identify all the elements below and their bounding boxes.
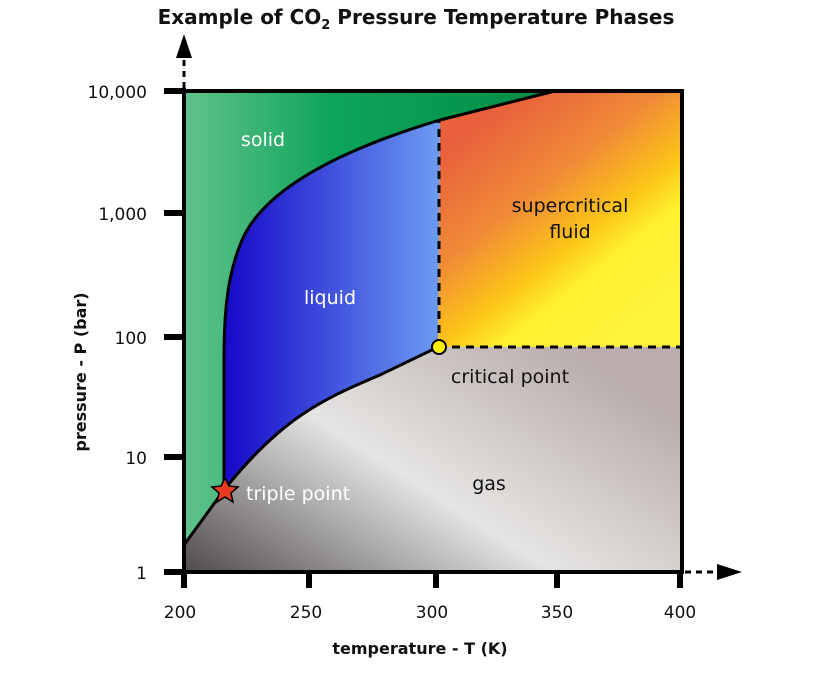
y-tick-marks bbox=[164, 88, 186, 575]
x-tick-label: 200 bbox=[164, 603, 196, 623]
fluid-label: fluid bbox=[549, 221, 590, 243]
region-gas bbox=[184, 347, 682, 572]
x-tick-label: 250 bbox=[290, 603, 322, 623]
x-axis-label: temperature - T (K) bbox=[332, 639, 507, 658]
supercritical-label: supercritical bbox=[512, 195, 629, 217]
x-tick-label: 350 bbox=[541, 603, 573, 623]
boiling-curve bbox=[222, 345, 439, 491]
y-tick-label: 1,000 bbox=[98, 205, 147, 225]
chart-title: Example of CO2 Pressure Temperature Phas… bbox=[158, 5, 675, 33]
y-arrow-head-icon bbox=[176, 34, 192, 58]
region-liquid bbox=[224, 120, 440, 490]
solid-label: solid bbox=[241, 129, 285, 151]
y-tick-label: 100 bbox=[115, 329, 147, 349]
x-tick-label: 400 bbox=[664, 603, 696, 623]
region-solid bbox=[184, 91, 555, 545]
liquid-label: liquid bbox=[304, 287, 356, 309]
triple-point-star-icon bbox=[210, 476, 240, 504]
region-supercritical bbox=[438, 91, 682, 347]
x-tick-marks bbox=[181, 570, 683, 588]
melting-curve bbox=[222, 89, 556, 490]
y-tick-label: 10 bbox=[125, 449, 147, 469]
y-tick-label: 10,000 bbox=[88, 83, 147, 103]
y-tick-label: 1 bbox=[136, 564, 147, 584]
critical-point-marker bbox=[431, 339, 447, 355]
triple-point-label: triple point bbox=[246, 483, 350, 505]
y-axis-label: pressure - P (bar) bbox=[71, 292, 90, 451]
critical-point-label: critical point bbox=[451, 366, 569, 388]
gas-label: gas bbox=[472, 473, 506, 495]
x-tick-label: 300 bbox=[416, 603, 448, 623]
x-arrow-head-icon bbox=[717, 564, 742, 580]
